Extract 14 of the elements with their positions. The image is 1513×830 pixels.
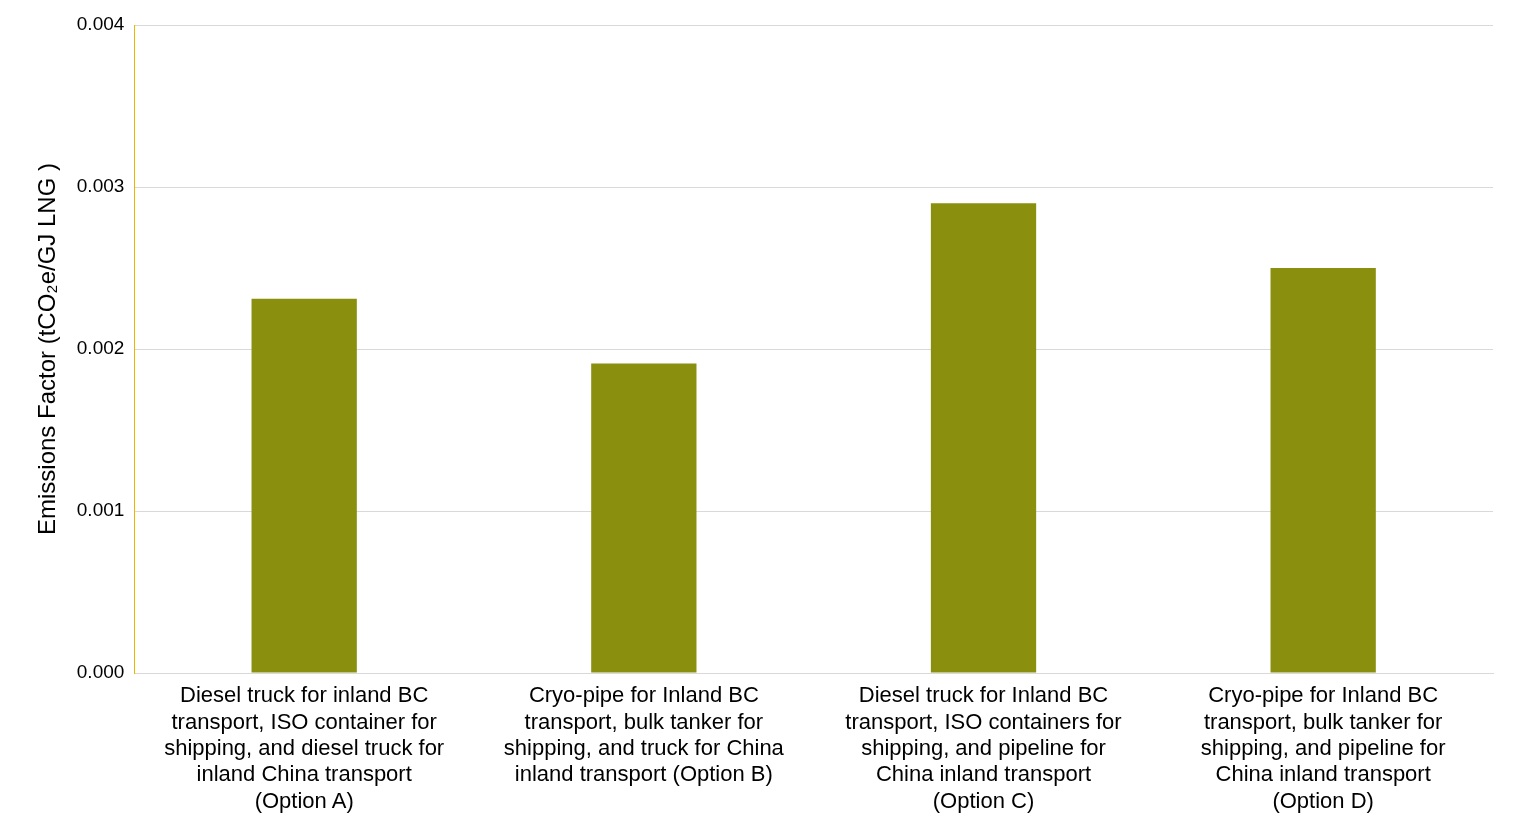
y-tick-label: 0.001: [76, 499, 125, 521]
x-tick-label: Diesel truck for inland BC transport, ISO container for shipping, and diesel truck for inland China transport (Option A): [164, 682, 445, 813]
y-tick-label: 0.000: [76, 661, 125, 683]
y-tick-label: 0.004: [76, 13, 125, 35]
y-tick-label: 0.003: [76, 175, 125, 197]
bar: [930, 203, 1037, 673]
x-tick-label: Cryo-pipe for Inland BC transport, bulk tanker for shipping, and truck for China inland transport (Option B): [503, 682, 785, 787]
bar: [591, 363, 697, 673]
x-tick-label: Diesel truck for Inland BC transport, ISO containers for shipping, and pipeline for China inland transport (Option C): [845, 682, 1122, 813]
y-tick-label: 0.002: [76, 337, 125, 359]
bar: [251, 298, 357, 673]
x-tick-label: Cryo-pipe for Inland BC transport, bulk tanker for shipping, and pipeline for China inland transport (Option D): [1200, 682, 1446, 813]
y-axis-title: Emissions Factor (tCO₂e/GJ LNG ): [33, 162, 61, 536]
bar: [1270, 268, 1376, 673]
